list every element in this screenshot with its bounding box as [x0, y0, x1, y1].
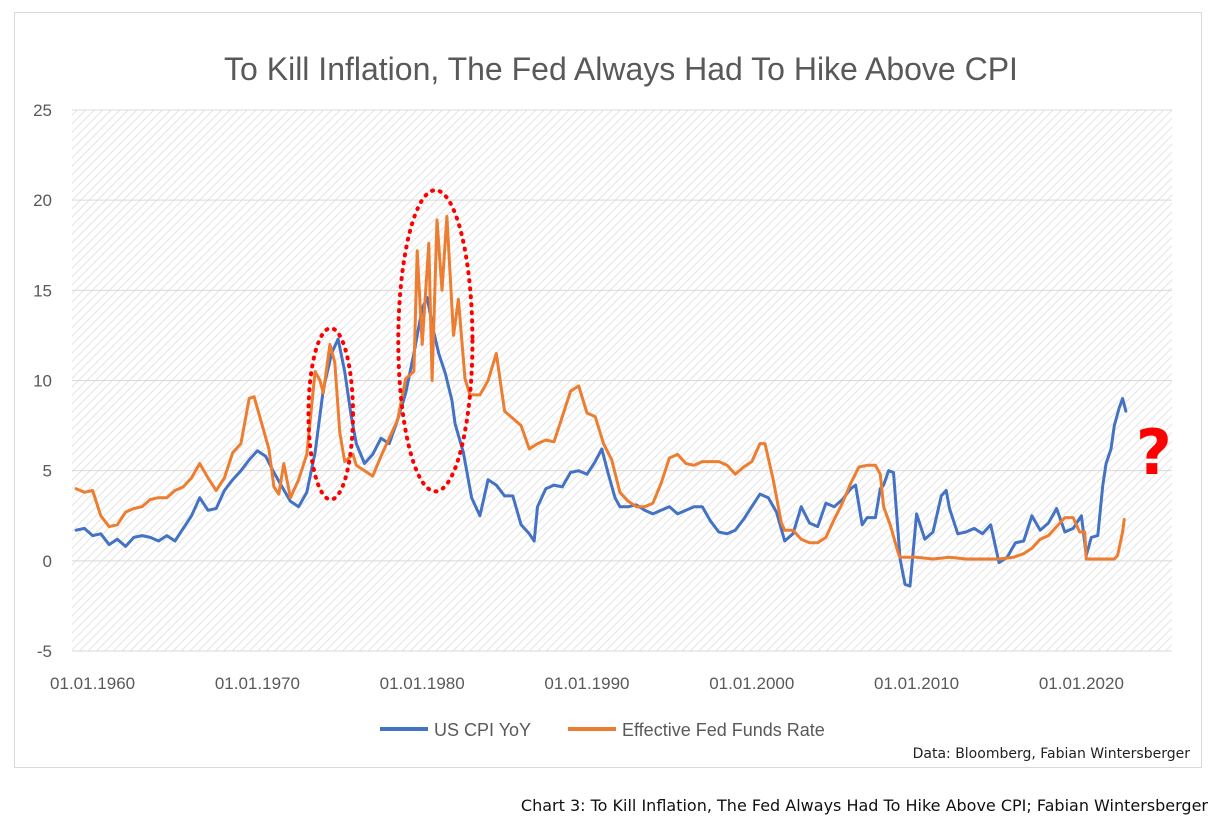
y-tick-label: 25 — [33, 101, 52, 120]
y-tick-label: 10 — [33, 372, 52, 391]
x-tick-label: 01.01.1980 — [380, 674, 465, 693]
chart-title: To Kill Inflation, The Fed Always Had To… — [224, 51, 1018, 87]
figure-caption: Chart 3: To Kill Inflation, The Fed Alwa… — [520, 796, 1208, 815]
legend-label-cpi: US CPI YoY — [434, 720, 531, 740]
y-tick-label: 5 — [43, 462, 52, 481]
highlight-ellipse — [396, 188, 475, 494]
question-mark-annotation: ? — [1136, 416, 1172, 489]
x-axis-ticks: 01.01.1960 01.01.1970 01.01.1980 01.01.1990… — [50, 674, 1124, 693]
legend-label-fed: Effective Fed Funds Rate — [622, 720, 825, 740]
y-tick-label: 15 — [33, 281, 52, 300]
highlight-ellipses — [306, 188, 475, 502]
gridlines — [72, 109, 1172, 652]
x-tick-label: 01.01.1970 — [215, 674, 300, 693]
legend: US CPI YoY Effective Fed Funds Rate — [380, 720, 825, 740]
series-line-fed-funds — [74, 214, 1126, 561]
source-note: Data: Bloomberg, Fabian Wintersberger — [913, 746, 1191, 762]
series-lines — [74, 214, 1128, 588]
y-axis-ticks: -5 0 5 10 15 20 25 — [33, 101, 52, 661]
y-tick-label: 0 — [43, 552, 52, 571]
x-tick-label: 01.01.2000 — [709, 674, 794, 693]
x-tick-label: 01.01.1960 — [50, 674, 135, 693]
x-tick-label: 01.01.1990 — [544, 674, 629, 693]
y-tick-label: -5 — [37, 642, 52, 661]
x-tick-label: 01.01.2010 — [874, 674, 959, 693]
highlight-ellipse — [306, 326, 355, 502]
x-tick-label: 01.01.2020 — [1039, 674, 1124, 693]
y-tick-label: 20 — [33, 191, 52, 210]
